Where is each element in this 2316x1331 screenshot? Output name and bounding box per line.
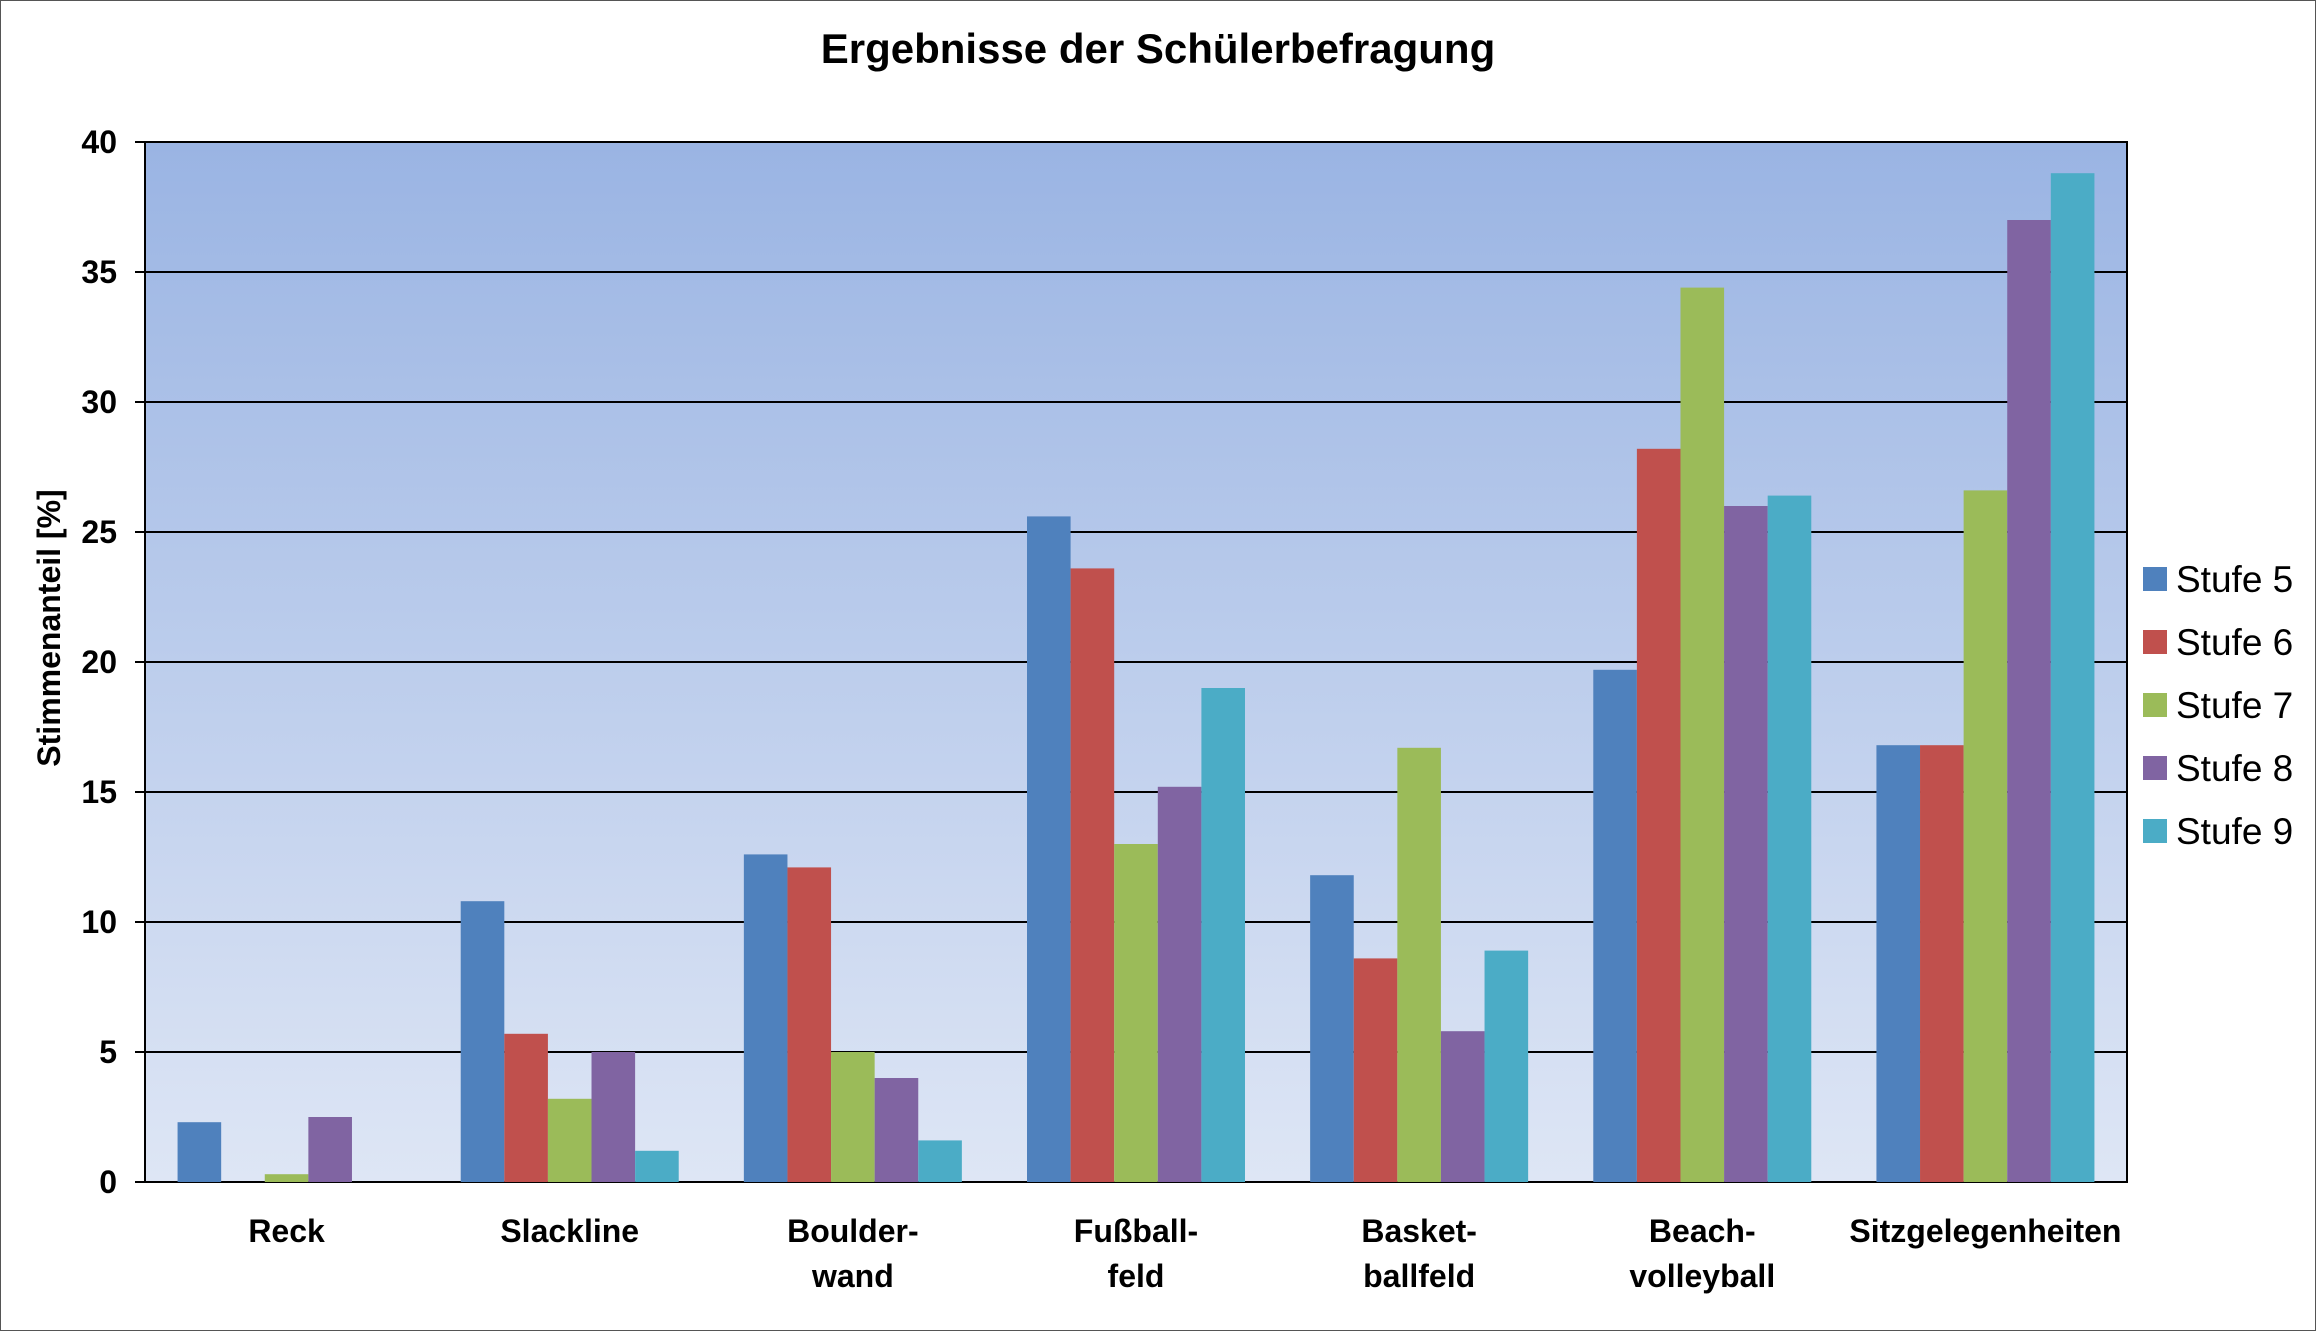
bar-stufe-7 bbox=[547, 1098, 592, 1182]
bar-stufe-5 bbox=[1310, 875, 1354, 1182]
y-tick-label: 5 bbox=[99, 1034, 117, 1070]
bar-stufe-5 bbox=[743, 854, 788, 1182]
bar-stufe-9 bbox=[2050, 173, 2095, 1182]
bar-stufe-7 bbox=[1397, 747, 1441, 1182]
legend-swatch bbox=[2143, 630, 2167, 654]
legend-label: Stufe 7 bbox=[2176, 685, 2293, 726]
x-category-label: volleyball bbox=[1629, 1258, 1775, 1294]
bar-stufe-8 bbox=[1724, 506, 1768, 1182]
y-tick-label: 15 bbox=[81, 774, 117, 810]
x-category-label: feld bbox=[1108, 1258, 1165, 1294]
y-tick-label: 25 bbox=[81, 514, 117, 550]
bar-stufe-7 bbox=[1963, 490, 2008, 1182]
bar-stufe-7 bbox=[1114, 844, 1158, 1182]
y-tick-label: 35 bbox=[81, 254, 117, 290]
bar-stufe-8 bbox=[1440, 1031, 1485, 1182]
x-category-label: Fußball- bbox=[1074, 1213, 1198, 1249]
bar-stufe-5 bbox=[1876, 745, 1921, 1182]
bar-stufe-5 bbox=[1593, 669, 1637, 1182]
bar-stufe-9 bbox=[918, 1140, 962, 1182]
bar-stufe-8 bbox=[308, 1117, 352, 1182]
bar-stufe-9 bbox=[635, 1150, 679, 1182]
y-tick-label: 40 bbox=[81, 124, 117, 160]
x-category-label: Boulder- bbox=[787, 1213, 919, 1249]
bar-stufe-6 bbox=[1070, 568, 1115, 1182]
legend-swatch bbox=[2143, 693, 2167, 717]
bar-stufe-8 bbox=[1157, 786, 1202, 1182]
y-tick-label: 20 bbox=[81, 644, 117, 680]
legend-label: Stufe 9 bbox=[2176, 811, 2293, 852]
x-category-label: Sitzgelegenheiten bbox=[1849, 1213, 2121, 1249]
bar-stufe-6 bbox=[1636, 448, 1681, 1182]
bar-stufe-8 bbox=[874, 1078, 919, 1182]
bar-stufe-8 bbox=[2007, 220, 2051, 1182]
x-category-label: wand bbox=[811, 1258, 894, 1294]
y-tick-label: 30 bbox=[81, 384, 117, 420]
bar-stufe-9 bbox=[1484, 950, 1529, 1182]
bar-stufe-5 bbox=[177, 1122, 222, 1182]
legend-label: Stufe 8 bbox=[2176, 748, 2293, 789]
bar-stufe-7 bbox=[831, 1052, 875, 1182]
bar-stufe-6 bbox=[1920, 745, 1964, 1182]
x-category-label: Slackline bbox=[500, 1213, 639, 1249]
x-category-label: Beach- bbox=[1649, 1213, 1756, 1249]
bar-stufe-8 bbox=[591, 1052, 636, 1182]
legend-label: Stufe 5 bbox=[2176, 559, 2293, 600]
y-tick-label: 10 bbox=[81, 904, 117, 940]
legend-swatch bbox=[2143, 819, 2167, 843]
y-tick-label: 0 bbox=[99, 1164, 117, 1200]
bar-stufe-5 bbox=[460, 901, 505, 1182]
bar-stufe-7 bbox=[264, 1174, 309, 1182]
bar-stufe-6 bbox=[1353, 958, 1398, 1182]
x-category-label: Basket- bbox=[1361, 1213, 1477, 1249]
bar-stufe-6 bbox=[504, 1033, 548, 1182]
y-axis-label: Stimmenanteil [%] bbox=[31, 489, 67, 766]
legend-swatch bbox=[2143, 567, 2167, 591]
bar-stufe-6 bbox=[787, 867, 832, 1182]
chart-title: Ergebnisse der Schülerbefragung bbox=[821, 25, 1496, 72]
bar-stufe-7 bbox=[1680, 287, 1725, 1183]
x-category-label: Reck bbox=[248, 1213, 325, 1249]
x-category-label: ballfeld bbox=[1363, 1258, 1475, 1294]
bar-stufe-5 bbox=[1027, 516, 1071, 1182]
legend-swatch bbox=[2143, 756, 2167, 780]
bar-stufe-9 bbox=[1767, 495, 1812, 1183]
legend-label: Stufe 6 bbox=[2176, 622, 2293, 663]
bar-stufe-9 bbox=[1201, 688, 1245, 1182]
